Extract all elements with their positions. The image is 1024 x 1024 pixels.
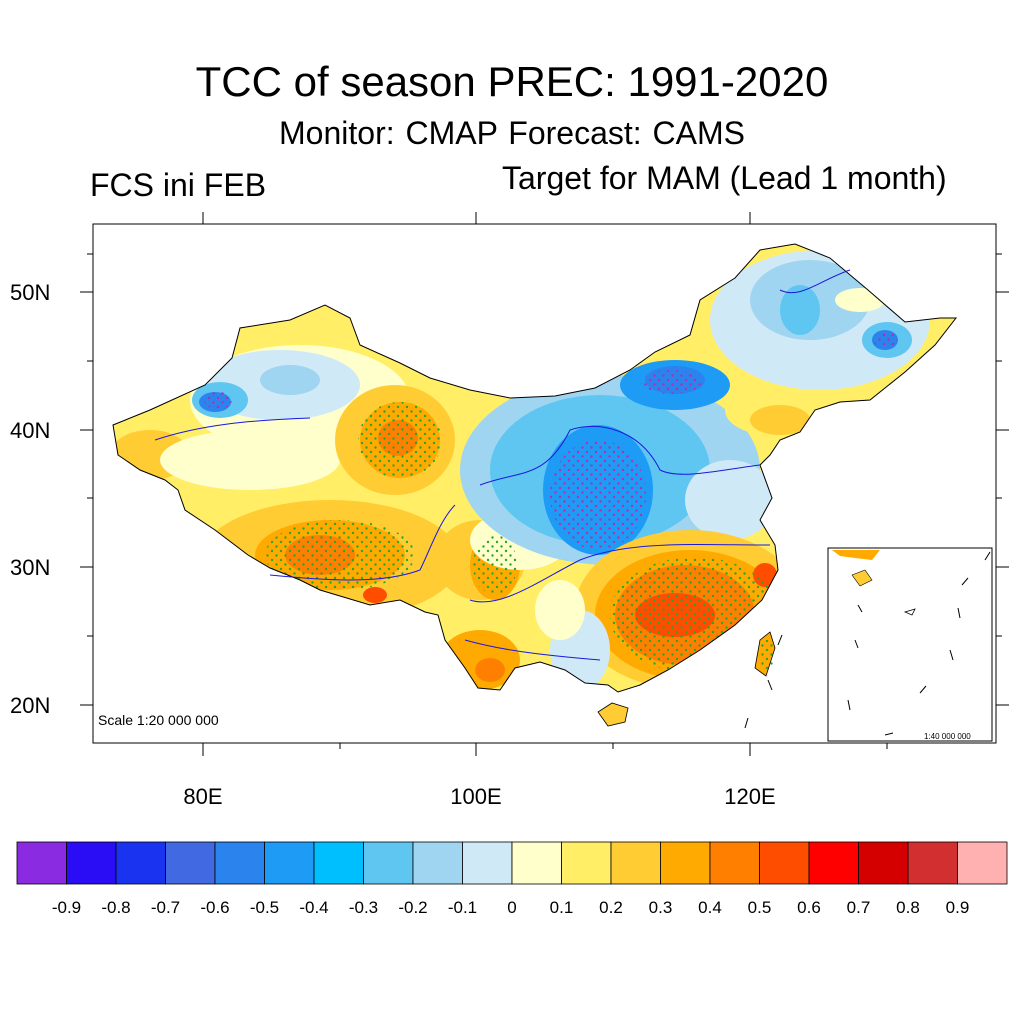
colorbar-swatch [363, 841, 414, 885]
colorbar-tick-label: -0.9 [51, 898, 82, 917]
colorbar-swatch [660, 841, 711, 885]
colorbar-tick-label: -0.5 [249, 898, 280, 917]
y-tick-label: 20N [10, 693, 51, 718]
colorbar-swatch [165, 841, 216, 885]
chart-subtitle: Monitor: CMAP Forecast: CAMS [279, 115, 745, 151]
colorbar [16, 841, 1008, 885]
colorbar-swatch [907, 841, 958, 885]
inset-hainan [851, 569, 873, 587]
x-tick-label: 80E [183, 784, 223, 809]
colorbar-tick-label: -0.2 [398, 898, 428, 917]
colorbar-swatch [858, 841, 909, 885]
scale-label: Scale 1:20 000 000 [98, 712, 219, 728]
colorbar-swatch [957, 841, 1008, 885]
colorbar-tick-label: 0 [507, 898, 517, 917]
colorbar-tick-label: -0.7 [150, 898, 181, 917]
rivers [154, 269, 851, 661]
colorbar-swatch [511, 841, 562, 885]
inset-coast [832, 550, 880, 560]
colorbar-tick-label: -0.8 [101, 898, 131, 917]
inset-dash-lines [847, 551, 991, 736]
x-tick-label: 100E [450, 784, 502, 809]
colorbar-tick-label: 0.8 [896, 898, 920, 917]
colorbar-tick-label: -0.3 [348, 898, 379, 917]
colorbar-tick-label: 0.2 [599, 898, 623, 917]
colorbar-tick-label: 0.3 [648, 898, 673, 917]
colorbar-swatch [412, 841, 463, 885]
colorbar-tick-label: -0.6 [200, 898, 230, 917]
colorbar-swatch [759, 841, 810, 885]
colorbar-tick-label: 0.7 [846, 898, 871, 917]
colorbar-swatch [214, 841, 265, 885]
right-label: Target for MAM (Lead 1 month) [502, 160, 947, 196]
inset-islands [903, 608, 916, 616]
colorbar-swatch [115, 841, 166, 885]
colorbar-swatch [561, 841, 612, 885]
chart-title: TCC of season PREC: 1991-2020 [195, 58, 829, 105]
y-tick-label: 30N [10, 555, 51, 580]
x-tick-label: 120E [724, 784, 776, 809]
colorbar-tick-label: -0.4 [299, 898, 329, 917]
china-border [112, 243, 958, 693]
colorbar-swatch [313, 841, 364, 885]
taiwan-stipple [760, 640, 774, 670]
dash-lines [744, 634, 783, 729]
colorbar-tick-label: 0.5 [747, 898, 772, 917]
colorbar-swatch [709, 841, 760, 885]
y-tick-label: 50N [10, 280, 51, 305]
colorbar-tick-label: 0.6 [797, 898, 821, 917]
colorbar-tick-label: 0.9 [945, 898, 970, 917]
hainan-island [597, 702, 629, 727]
axis-ticks [80, 212, 1009, 756]
left-label: FCS ini FEB [90, 167, 267, 203]
colorbar-swatch [808, 841, 859, 885]
colorbar-tick-label: 0.4 [698, 898, 722, 917]
y-tick-label: 40N [10, 418, 51, 443]
inset-frame [827, 547, 993, 742]
colorbar-swatch [16, 841, 67, 885]
inset-scale-label: 1:40 000 000 [924, 732, 971, 741]
colorbar-swatch [610, 841, 661, 885]
colorbar-swatch [66, 841, 117, 885]
colorbar-swatch [462, 841, 513, 885]
colorbar-swatch [264, 841, 315, 885]
colorbar-tick-label: -0.1 [447, 898, 478, 917]
colorbar-tick-label: 0.1 [549, 898, 574, 917]
